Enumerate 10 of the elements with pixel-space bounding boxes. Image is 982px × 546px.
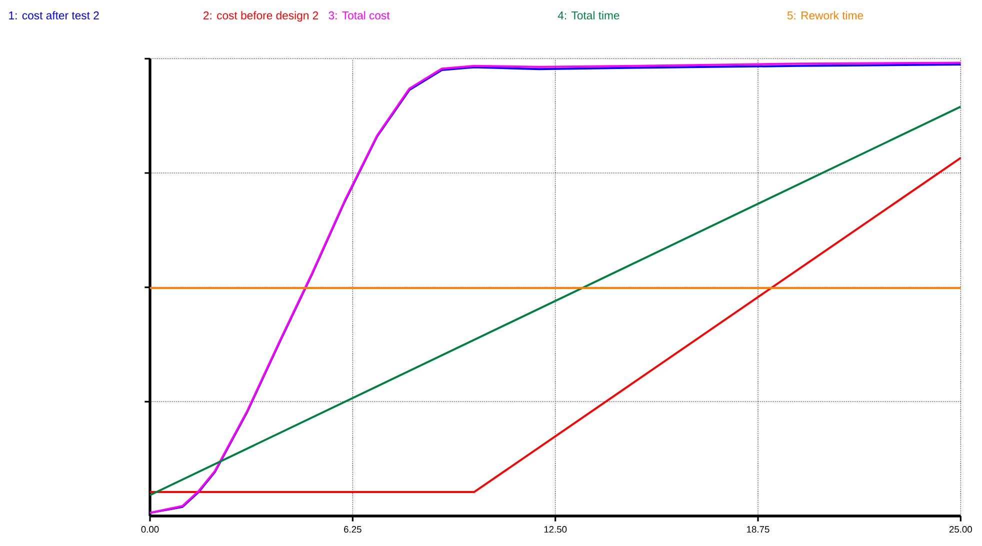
text: 5: Rework time — [787, 11, 864, 20]
text: 3: Total cost — [328, 11, 390, 20]
x-tick-label: 0.00 — [141, 526, 159, 533]
x-tick-label: 25.00 — [949, 526, 972, 533]
x-tick-label: 18.75 — [747, 526, 770, 533]
text: 1: cost after test 2 — [9, 11, 99, 20]
text: 2: cost before design 2 — [204, 11, 318, 22]
x-tick-label: 12.50 — [544, 526, 567, 533]
text: 4: Total time — [558, 11, 620, 20]
x-tick-label: 6.25 — [344, 526, 362, 533]
